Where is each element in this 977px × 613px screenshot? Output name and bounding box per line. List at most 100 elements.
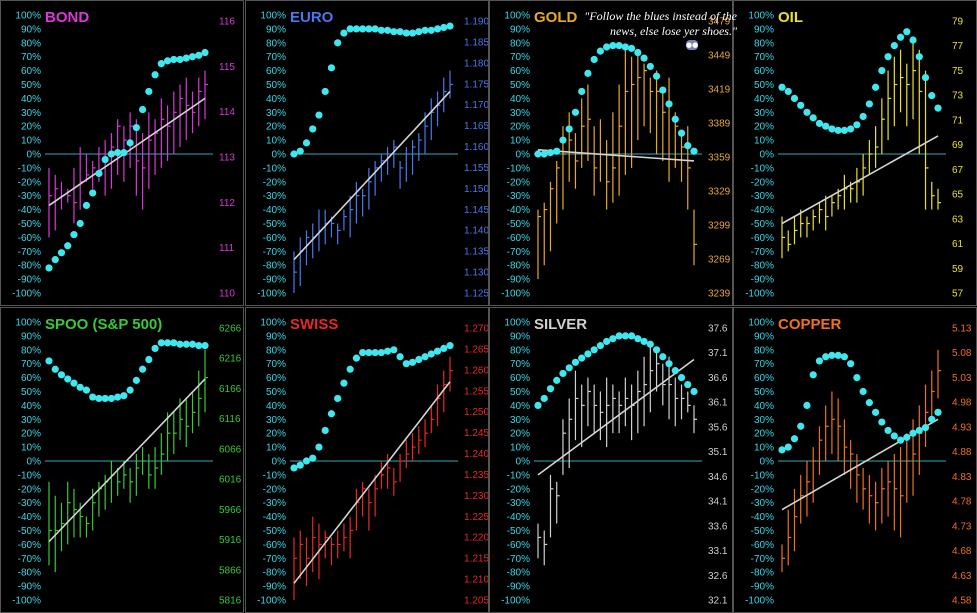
- price-bar: [166, 105, 171, 161]
- left-axis-tick: -80%: [751, 568, 774, 579]
- left-axis-tick: -80%: [507, 568, 530, 579]
- blue-dot: [671, 115, 679, 123]
- left-axis-tick: 50%: [510, 80, 530, 91]
- left-axis-tick: -90%: [751, 275, 774, 286]
- blue-dot: [290, 464, 298, 472]
- owl-icon: ●●: [686, 40, 699, 50]
- blue-dot: [847, 125, 855, 133]
- left-axis-tick: 90%: [21, 331, 41, 342]
- price-bar: [449, 70, 453, 99]
- right-axis-tick: 1.160: [464, 142, 489, 153]
- blue-dot: [132, 376, 140, 384]
- price-bar: [399, 454, 404, 482]
- left-axis-tick: -20%: [507, 484, 530, 495]
- right-axis-tick: 34.1: [708, 497, 728, 508]
- left-axis-tick: -60%: [507, 233, 530, 244]
- right-axis-tick: 69: [952, 140, 964, 151]
- price-bar: [324, 530, 329, 559]
- left-axis-tick: 10%: [510, 136, 530, 147]
- blue-dot: [157, 339, 165, 347]
- blue-dot: [82, 201, 91, 210]
- blue-dot: [302, 139, 311, 147]
- blue-dot: [934, 408, 942, 416]
- right-axis-tick: 5.13: [952, 324, 972, 335]
- blue-dot: [890, 432, 898, 440]
- left-axis-tick: -90%: [263, 582, 286, 593]
- left-axis-tick: 30%: [266, 415, 286, 426]
- blue-dot: [396, 28, 404, 36]
- right-axis-tick: 1.155: [464, 163, 489, 174]
- price-bar: [624, 377, 629, 427]
- blue-dot: [603, 43, 611, 51]
- price-bar: [581, 98, 585, 168]
- price-bar: [924, 70, 929, 210]
- blue-dot: [928, 92, 936, 100]
- right-axis-tick: 59: [952, 264, 964, 275]
- left-axis-tick: 0%: [27, 457, 42, 468]
- left-axis-tick: 40%: [21, 401, 41, 412]
- price-bar: [349, 195, 354, 238]
- left-axis-tick: -90%: [18, 582, 41, 593]
- left-axis-tick: 80%: [21, 345, 41, 356]
- chart-panel-copper: 100% 90% 80% 70% 60% 50% 40% 30% 20% 10% 0% -10% -20…: [733, 307, 977, 613]
- blue-dot: [828, 351, 836, 359]
- left-axis-tick: 90%: [21, 24, 41, 35]
- blue-dot: [89, 189, 97, 197]
- left-axis-tick: -90%: [507, 275, 530, 286]
- blue-dot: [621, 43, 629, 51]
- price-bar: [587, 377, 591, 427]
- left-axis-tick: 90%: [754, 331, 774, 342]
- right-axis-tick: 3269: [708, 255, 731, 266]
- price-bar: [85, 154, 90, 182]
- price-bar: [593, 126, 598, 196]
- left-axis-tick: -100%: [745, 596, 774, 607]
- left-axis-tick: 70%: [266, 52, 286, 63]
- left-axis-tick: -20%: [507, 177, 530, 188]
- price-bar: [405, 147, 410, 182]
- left-axis-tick: 80%: [510, 38, 530, 49]
- blue-dot: [163, 339, 172, 347]
- blue-dot: [803, 401, 811, 409]
- left-axis-tick: 100%: [748, 11, 774, 22]
- left-axis-tick: -100%: [501, 289, 530, 300]
- price-bar: [79, 147, 84, 210]
- left-axis-tick: 50%: [754, 387, 774, 398]
- blue-dot: [790, 435, 799, 443]
- blue-dot: [415, 355, 423, 364]
- price-bar: [662, 91, 666, 161]
- left-axis-tick: 70%: [510, 359, 530, 370]
- blue-dot: [840, 353, 848, 361]
- blue-dot: [546, 385, 555, 393]
- blue-dot: [427, 350, 435, 358]
- left-axis-tick: -30%: [263, 191, 286, 202]
- panel-title: SILVER: [534, 316, 588, 333]
- right-axis-tick: 1.180: [464, 58, 489, 69]
- right-axis-tick: 37.6: [708, 324, 728, 335]
- right-axis-tick: 5866: [219, 565, 242, 576]
- blue-dot: [790, 94, 799, 102]
- left-axis-tick: -50%: [507, 526, 530, 537]
- blue-dot: [82, 386, 91, 394]
- left-axis-tick: -40%: [507, 512, 530, 523]
- left-axis-tick: -10%: [507, 163, 530, 174]
- price-bar: [117, 119, 121, 175]
- blue-dot: [188, 53, 197, 61]
- price-bar: [868, 474, 873, 524]
- panel-title: SPOO (S&P 500): [45, 316, 163, 333]
- chart-panel-spoo: 100% 90% 80% 70% 60% 50% 40% 30% 20% 10% 0% -10% -20…: [0, 307, 244, 613]
- price-bar: [48, 481, 52, 566]
- left-axis-tick: 100%: [260, 11, 286, 22]
- blue-dot: [872, 83, 880, 91]
- price-bar: [411, 433, 416, 461]
- right-axis-tick: 4.93: [952, 422, 972, 433]
- left-axis-tick: 20%: [510, 122, 530, 133]
- price-bar: [825, 405, 829, 461]
- left-axis-tick: 50%: [510, 387, 530, 398]
- price-bar: [173, 412, 177, 455]
- blue-dot: [784, 443, 792, 451]
- blue-dot: [909, 429, 917, 437]
- blue-dot: [921, 73, 930, 82]
- right-axis-tick: 1.255: [464, 386, 489, 397]
- panel-title: OIL: [778, 9, 803, 26]
- left-axis-tick: 60%: [510, 373, 530, 384]
